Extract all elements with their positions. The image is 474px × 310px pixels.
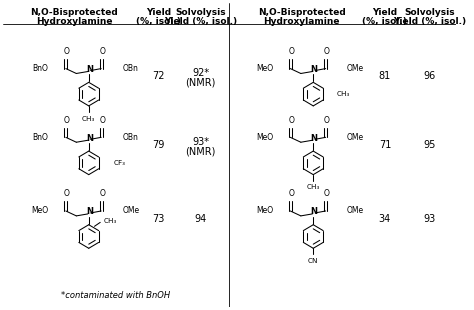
Text: O: O (64, 189, 70, 198)
Text: OMe: OMe (346, 64, 364, 73)
Text: *contaminated with BnOH: *contaminated with BnOH (61, 291, 170, 300)
Text: Yield (%, isol.): Yield (%, isol.) (164, 17, 237, 26)
Text: O: O (288, 116, 294, 125)
Text: 95: 95 (424, 140, 436, 150)
Text: O: O (324, 189, 329, 198)
Text: N,O-Bisprotected: N,O-Bisprotected (258, 8, 346, 17)
Text: Solvolysis: Solvolysis (175, 8, 226, 17)
Text: O: O (324, 47, 329, 56)
Text: N: N (310, 207, 318, 216)
Text: OMe: OMe (346, 206, 364, 215)
Text: MeO: MeO (256, 64, 273, 73)
Text: 94: 94 (194, 214, 207, 224)
Text: (%, isol.): (%, isol.) (136, 17, 181, 26)
Text: O: O (64, 116, 70, 125)
Text: CH₃: CH₃ (104, 219, 118, 224)
Text: O: O (99, 116, 105, 125)
Text: OBn: OBn (122, 64, 138, 73)
Text: O: O (99, 189, 105, 198)
Text: 96: 96 (424, 71, 436, 82)
Text: CH₃: CH₃ (82, 116, 95, 122)
Text: CF₃: CF₃ (114, 160, 126, 166)
Text: N: N (86, 134, 93, 143)
Text: 71: 71 (379, 140, 391, 150)
Text: Hydroxylamine: Hydroxylamine (36, 17, 113, 26)
Text: (NMR): (NMR) (185, 146, 216, 156)
Text: CH₃: CH₃ (336, 91, 349, 97)
Text: N: N (310, 134, 318, 143)
Text: 79: 79 (152, 140, 164, 150)
Text: Solvolysis: Solvolysis (404, 8, 455, 17)
Text: O: O (64, 47, 70, 56)
Text: (%, isol.): (%, isol.) (363, 17, 407, 26)
Text: O: O (99, 47, 105, 56)
Text: BnO: BnO (32, 133, 48, 142)
Text: N: N (310, 65, 318, 74)
Text: MeO: MeO (256, 133, 273, 142)
Text: 73: 73 (152, 214, 164, 224)
Text: OMe: OMe (346, 133, 364, 142)
Text: 93: 93 (424, 214, 436, 224)
Text: OBn: OBn (122, 133, 138, 142)
Text: (NMR): (NMR) (185, 77, 216, 87)
Text: 72: 72 (152, 71, 165, 82)
Text: Yield (%, isol.): Yield (%, isol.) (393, 17, 466, 26)
Text: N: N (86, 207, 93, 216)
Text: MeO: MeO (31, 206, 49, 215)
Text: N: N (86, 65, 93, 74)
Text: O: O (288, 189, 294, 198)
Text: Yield: Yield (373, 8, 398, 17)
Text: OMe: OMe (122, 206, 139, 215)
Text: O: O (288, 47, 294, 56)
Text: MeO: MeO (256, 206, 273, 215)
Text: 92*: 92* (192, 69, 209, 78)
Text: O: O (324, 116, 329, 125)
Text: N,O-Bisprotected: N,O-Bisprotected (30, 8, 118, 17)
Text: 93*: 93* (192, 137, 209, 147)
Text: Hydroxylamine: Hydroxylamine (264, 17, 340, 26)
Text: Yield: Yield (146, 8, 171, 17)
Text: CH₃: CH₃ (307, 184, 320, 190)
Text: 81: 81 (379, 71, 391, 82)
Text: CN: CN (308, 258, 319, 264)
Text: 34: 34 (379, 214, 391, 224)
Text: BnO: BnO (32, 64, 48, 73)
